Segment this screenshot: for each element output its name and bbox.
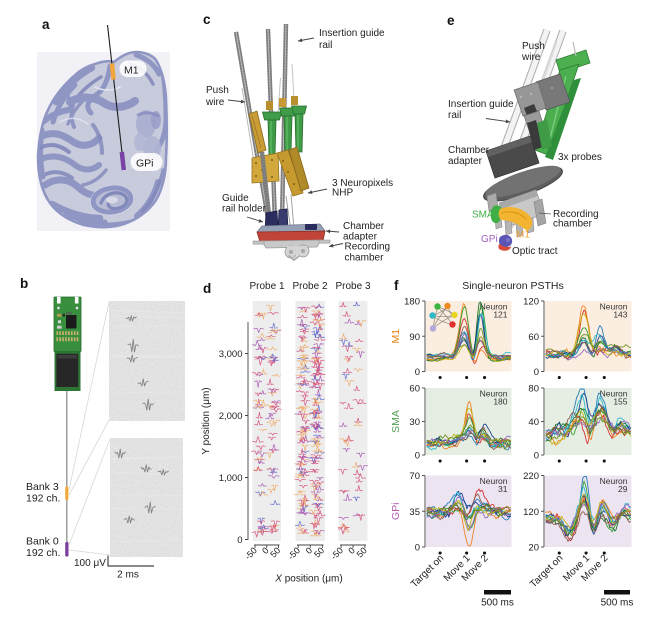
svg-text:M1: M1 (516, 230, 530, 241)
svg-text:Chamber: Chamber (343, 221, 385, 232)
svg-text:Bank 3: Bank 3 (26, 481, 59, 493)
svg-text:31: 31 (498, 484, 508, 494)
svg-text:Insertion guide: Insertion guide (319, 28, 385, 39)
svg-text:30: 30 (409, 417, 420, 428)
svg-text:a: a (42, 17, 50, 32)
svg-text:50: 50 (268, 545, 282, 559)
svg-text:c: c (203, 12, 211, 27)
svg-text:rail: rail (448, 110, 461, 121)
svg-text:Push: Push (522, 41, 545, 52)
svg-text:80: 80 (528, 384, 539, 395)
svg-text:SMA: SMA (390, 410, 402, 433)
svg-text:M1: M1 (390, 329, 402, 344)
svg-text:155: 155 (613, 397, 627, 407)
svg-text:wire: wire (521, 52, 541, 63)
svg-text:Probe 2: Probe 2 (292, 281, 327, 292)
svg-text:29: 29 (618, 484, 628, 494)
svg-text:Y position (μm): Y position (μm) (201, 387, 212, 454)
svg-text:GPi: GPi (136, 158, 154, 170)
svg-text:SMA: SMA (472, 210, 494, 221)
svg-text:wire: wire (205, 97, 225, 108)
svg-text:GPi: GPi (481, 234, 498, 245)
svg-text:2,000: 2,000 (219, 411, 243, 422)
svg-text:e: e (447, 13, 455, 28)
svg-text:500 ms: 500 ms (601, 598, 634, 609)
svg-text:adapter: adapter (448, 156, 483, 167)
svg-text:b: b (20, 276, 28, 291)
svg-text:0: 0 (415, 543, 420, 554)
svg-text:50: 50 (312, 545, 326, 559)
svg-text:Insertion guide: Insertion guide (448, 99, 514, 110)
svg-text:X position (μm): X position (μm) (274, 574, 342, 585)
svg-text:0: 0 (415, 451, 420, 462)
svg-text:Recording: Recording (345, 242, 391, 253)
svg-text:180: 180 (404, 297, 420, 308)
svg-text:20: 20 (528, 543, 539, 554)
svg-text:50: 50 (355, 545, 369, 559)
svg-text:chamber: chamber (345, 253, 385, 264)
svg-text:100 μV: 100 μV (74, 558, 106, 569)
svg-text:Target on: Target on (409, 553, 446, 590)
svg-text:-50: -50 (286, 545, 302, 561)
svg-text:0: 0 (415, 367, 420, 378)
svg-text:rail: rail (319, 40, 332, 51)
svg-text:Bank 0: Bank 0 (26, 536, 59, 548)
svg-text:40: 40 (528, 417, 539, 428)
svg-text:0: 0 (237, 535, 242, 546)
svg-text:0: 0 (534, 367, 539, 378)
svg-text:180: 180 (493, 397, 507, 407)
svg-text:Target on: Target on (528, 553, 565, 590)
svg-text:Probe 3: Probe 3 (335, 281, 370, 292)
svg-text:M1: M1 (124, 65, 139, 77)
svg-text:60: 60 (528, 332, 539, 343)
svg-text:143: 143 (613, 310, 627, 320)
svg-text:90: 90 (409, 332, 420, 343)
svg-text:192 ch.: 192 ch. (26, 547, 60, 559)
svg-text:Guide: Guide (222, 193, 249, 204)
svg-text:1,000: 1,000 (219, 473, 243, 484)
svg-text:220: 220 (523, 471, 539, 482)
svg-text:Push: Push (206, 85, 229, 96)
svg-text:70: 70 (409, 471, 420, 482)
svg-text:chamber: chamber (553, 219, 593, 230)
svg-text:Chamber: Chamber (448, 145, 490, 156)
svg-text:3x probes: 3x probes (558, 152, 602, 163)
svg-text:Probe 1: Probe 1 (249, 281, 284, 292)
svg-text:3,000: 3,000 (219, 349, 243, 360)
svg-text:d: d (203, 281, 211, 296)
svg-text:500 ms: 500 ms (481, 598, 514, 609)
svg-text:rail holder: rail holder (222, 204, 267, 215)
svg-text:192 ch.: 192 ch. (26, 493, 60, 505)
svg-text:60: 60 (409, 384, 420, 395)
svg-text:2 ms: 2 ms (117, 570, 139, 581)
svg-text:35: 35 (409, 507, 420, 518)
svg-text:f: f (394, 278, 399, 293)
svg-text:121: 121 (493, 310, 507, 320)
svg-text:-50: -50 (329, 545, 345, 561)
svg-text:120: 120 (523, 297, 539, 308)
svg-text:NHP: NHP (332, 188, 353, 199)
svg-text:-50: -50 (243, 545, 259, 561)
svg-text:Single-neuron PSTHs: Single-neuron PSTHs (462, 280, 564, 292)
svg-text:0: 0 (534, 451, 539, 462)
svg-text:120: 120 (523, 507, 539, 518)
svg-text:GPi: GPi (390, 502, 402, 520)
svg-text:Optic tract: Optic tract (512, 246, 558, 257)
